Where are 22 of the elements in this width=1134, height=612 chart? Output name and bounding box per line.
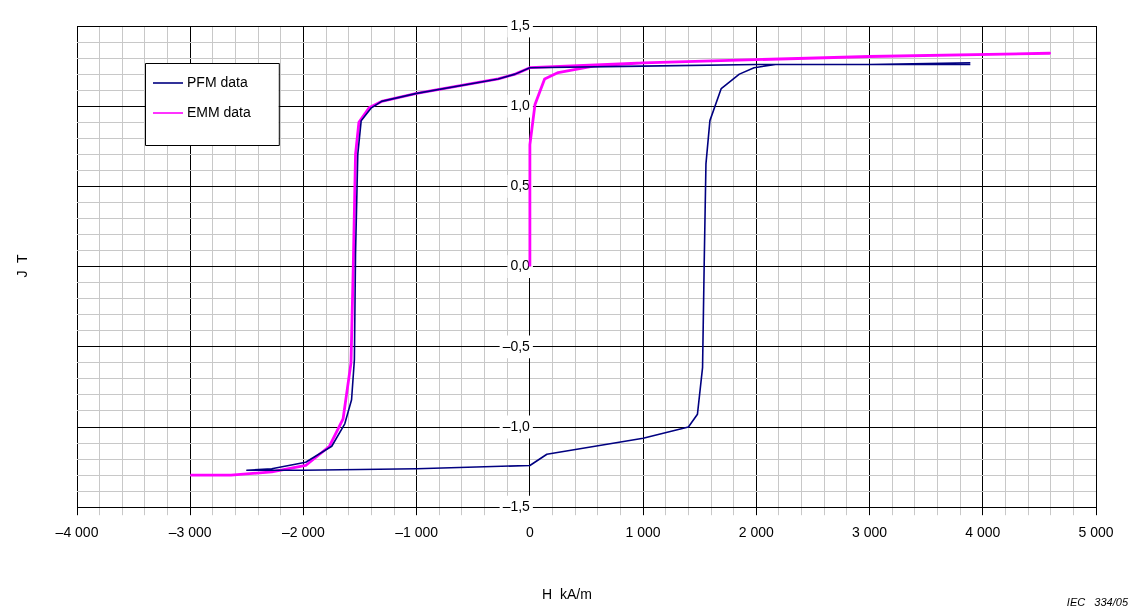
x-tick-label: 2 000 <box>738 524 775 541</box>
x-tick-label: –1 000 <box>395 524 439 541</box>
x-axis-title: H kA/m <box>542 586 592 602</box>
x-tick-label: –2 000 <box>282 524 326 541</box>
y-tick-label: 0,5 <box>510 177 531 194</box>
x-tick-label: 1 000 <box>625 524 661 541</box>
y-tick-label: 0,0 <box>510 257 531 274</box>
y-tick-label: –0,5 <box>502 337 531 354</box>
legend-label: PFM data <box>187 73 248 90</box>
x-tick-label: 4 000 <box>965 524 1001 541</box>
x-tick-label: –3 000 <box>168 524 212 541</box>
x-tick-label: –4 000 <box>55 524 99 541</box>
x-tick-label: 3 000 <box>852 524 888 541</box>
y-tick-label: 1,5 <box>510 16 531 33</box>
legend-label: EMM data <box>187 103 252 120</box>
y-axis-title: J T <box>14 254 30 278</box>
y-tick-label: –1,5 <box>502 498 531 515</box>
x-tick-label: 0 <box>525 524 534 541</box>
x-tick-label: 5 000 <box>1078 524 1114 541</box>
y-tick-label: –1,0 <box>502 417 531 434</box>
y-tick-label: 1,0 <box>510 97 531 114</box>
text: IEC 334/05 <box>1066 596 1128 608</box>
